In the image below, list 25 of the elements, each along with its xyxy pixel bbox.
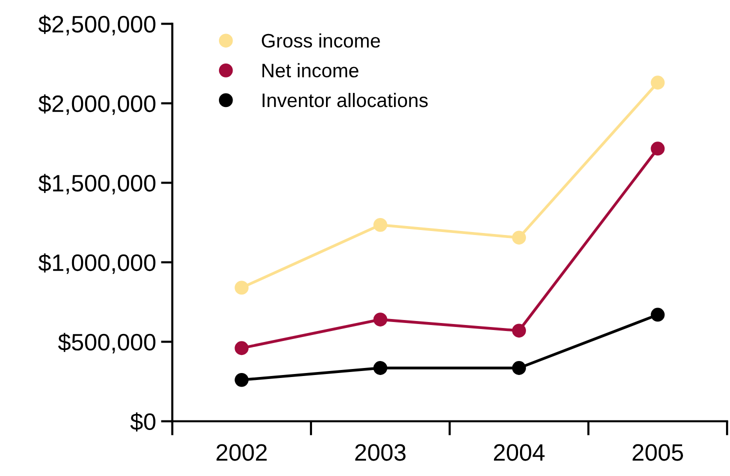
point <box>512 361 526 375</box>
x-tick-label: 2004 <box>494 444 545 461</box>
point <box>650 76 665 90</box>
legend-label: Inventor allocations <box>262 92 428 108</box>
x-tick-label: 2003 <box>355 444 406 461</box>
legend-label: Gross income <box>262 33 380 48</box>
y-tick-label: $1,500,000 <box>38 174 156 194</box>
y-tick-label: $1,000,000 <box>38 253 156 274</box>
point <box>650 308 665 322</box>
point <box>512 230 526 245</box>
point <box>373 312 388 326</box>
point <box>234 341 249 356</box>
point <box>234 372 249 387</box>
point <box>650 142 665 156</box>
legend-label: Net income <box>262 63 358 78</box>
x-tick-label: 2002 <box>216 444 267 461</box>
y-tick-label: $2,500,000 <box>38 14 156 36</box>
point <box>373 218 388 232</box>
x-tick-label: 2005 <box>632 444 684 461</box>
y-tick-label: $500,000 <box>58 332 156 354</box>
y-tick-label: $0 <box>130 412 156 432</box>
point <box>234 280 249 295</box>
point <box>373 361 388 375</box>
y-tick-label: $2,000,000 <box>38 94 156 115</box>
point <box>512 324 526 338</box>
